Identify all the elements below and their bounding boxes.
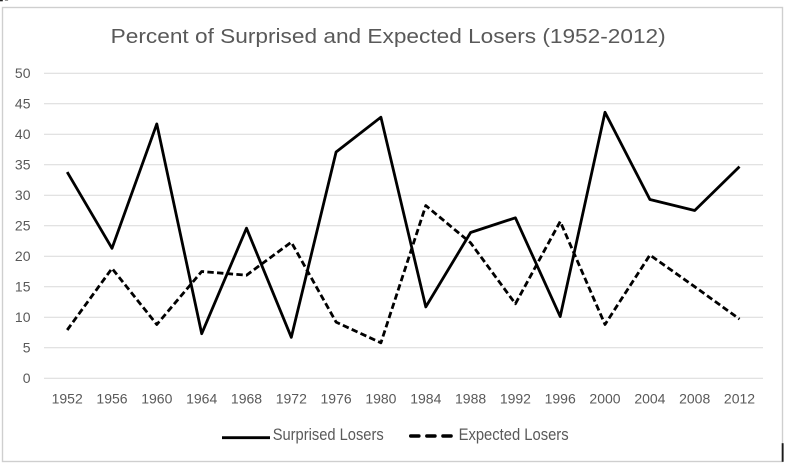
svg-text:Percent of Surprised and Expec: Percent of Surprised and Expected Losers… [111,26,666,48]
svg-text:0: 0 [23,370,31,386]
svg-text:1988: 1988 [455,391,486,407]
svg-text:1980: 1980 [365,391,396,407]
svg-text:1956: 1956 [96,391,127,407]
svg-text:2000: 2000 [589,391,620,407]
svg-text:45: 45 [15,96,31,112]
svg-text:2004: 2004 [634,391,665,407]
svg-text:Surprised Losers: Surprised Losers [273,425,384,444]
svg-text:10: 10 [15,309,31,325]
svg-text:2008: 2008 [679,391,710,407]
svg-text:1960: 1960 [141,391,172,407]
svg-text:1972: 1972 [276,391,307,407]
svg-text:1976: 1976 [321,391,352,407]
svg-text:20: 20 [15,248,31,264]
svg-text:35: 35 [15,157,31,173]
svg-text:5: 5 [23,340,31,356]
svg-text:50: 50 [15,65,31,81]
svg-text:Expected Losers: Expected Losers [459,425,569,444]
svg-text:1996: 1996 [545,391,576,407]
svg-text:40: 40 [15,126,31,142]
svg-text:1952: 1952 [52,391,83,407]
svg-text:1968: 1968 [231,391,262,407]
svg-text:1964: 1964 [186,391,217,407]
svg-text:1984: 1984 [410,391,441,407]
svg-text:30: 30 [15,187,31,203]
svg-text:25: 25 [15,218,31,234]
svg-text:15: 15 [15,279,31,295]
svg-text:1992: 1992 [500,391,531,407]
svg-text:2012: 2012 [724,391,755,407]
